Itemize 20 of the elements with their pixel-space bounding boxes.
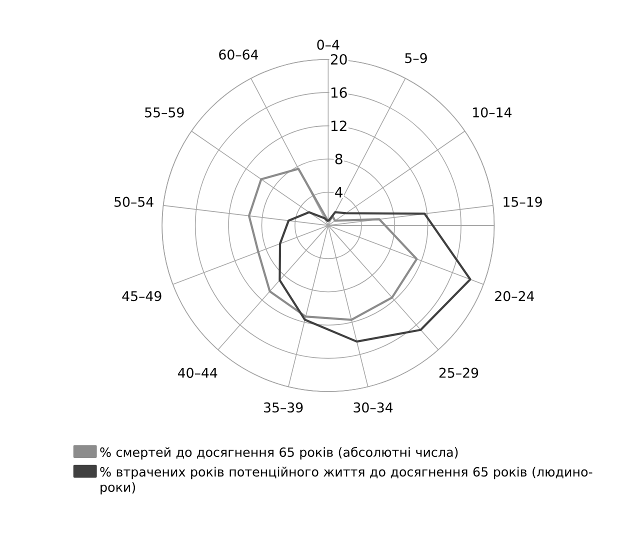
y-tick-label: 8 [335,154,342,164]
legend-label: % смертей до досягнення 65 років (абсолютні числа) [100,447,458,460]
spoke-label: 5–9 [405,53,427,64]
spoke-label: 55–59 [145,108,184,118]
spoke-label: 15–19 [504,196,542,208]
y-tick-label: 16 [331,87,347,98]
spoke-label: 35–39 [264,402,303,413]
y-tick-label: 4 [335,187,343,198]
spoke-label: 25–29 [439,368,478,378]
spoke-label: 30–34 [354,402,393,413]
spoke-label: 45–49 [122,291,162,302]
spoke-label: 50–54 [114,196,154,208]
spoke-label: 60–64 [219,50,258,60]
spoke-label: 20–24 [495,291,534,302]
spoke-label: 10–14 [473,108,512,118]
legend-label: % втрачених років потенційного життя до досягнення 65 років (людино-роки) [100,466,592,495]
y-tick-label: 12 [331,120,346,132]
spoke-label: 0–4 [317,40,340,50]
spoke-label: 40–44 [178,368,218,378]
y-tick-label: 20 [330,54,347,65]
